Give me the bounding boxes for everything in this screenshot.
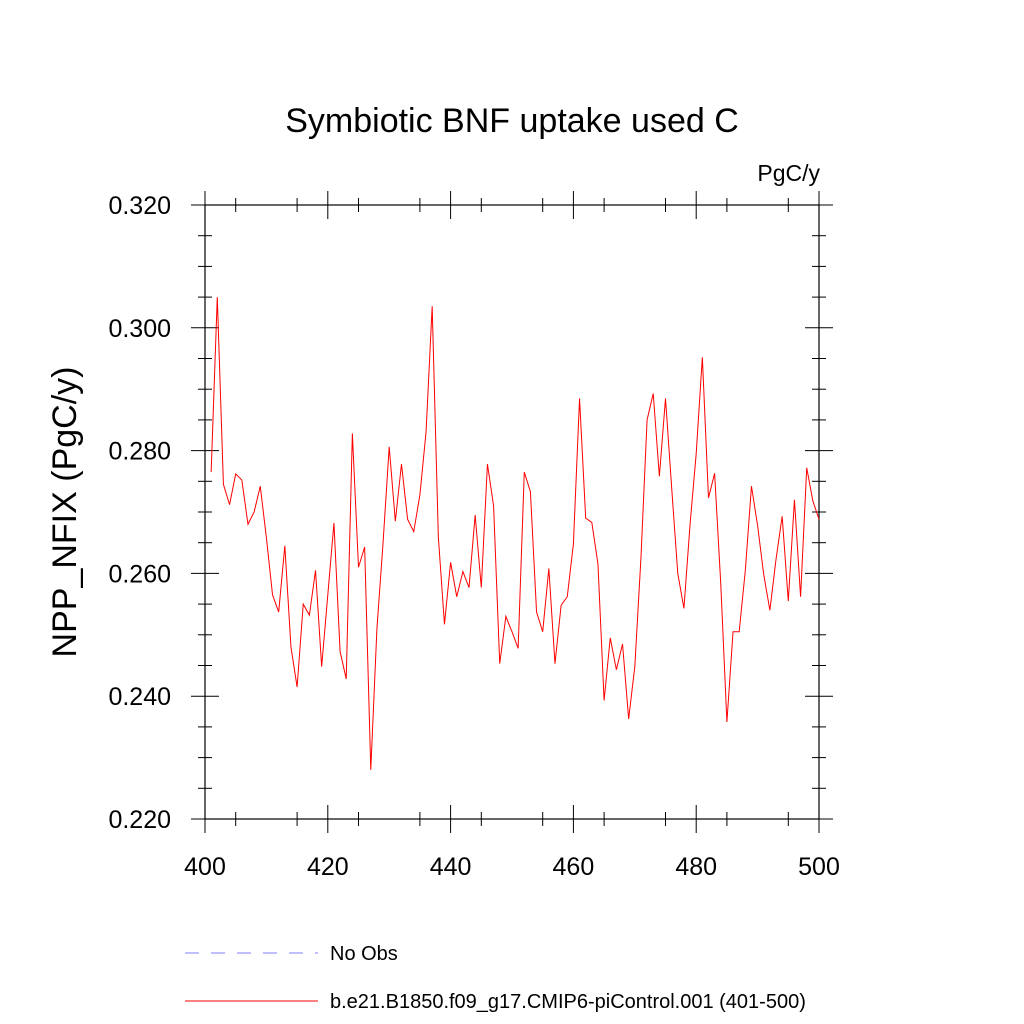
- chart-title: Symbiotic BNF uptake used C: [285, 102, 739, 140]
- x-tick-labels: 400 420 440 460 480 500: [184, 853, 840, 881]
- y-tick-label: 0.300: [108, 315, 171, 343]
- y-tick-label: 0.260: [108, 560, 171, 588]
- x-tick-label: 460: [553, 853, 595, 881]
- y-tick-label: 0.280: [108, 438, 171, 466]
- x-tick-label: 400: [184, 853, 226, 881]
- x-tick-label: 480: [675, 853, 717, 881]
- x-tick-label: 500: [798, 853, 840, 881]
- y-axis-label: NPP_NFIX (PgC/y): [46, 367, 84, 658]
- y-tick-label: 0.320: [108, 192, 171, 220]
- plot-frame: [204, 204, 820, 820]
- series-line: [210, 297, 820, 770]
- legend: No Obs b.e21.B1850.f09_g17.CMIP6-piContr…: [185, 943, 806, 1013]
- x-tick-label: 420: [307, 853, 349, 881]
- axis-ticks: [191, 191, 833, 833]
- units-label: PgC/y: [757, 160, 820, 186]
- legend-label-control-run: b.e21.B1850.f09_g17.CMIP6-piControl.001 …: [330, 991, 806, 1013]
- y-tick-label: 0.220: [108, 806, 171, 834]
- y-tick-labels: 0.220 0.240 0.260 0.280 0.300 0.320: [108, 192, 171, 834]
- legend-label-no-obs: No Obs: [330, 943, 398, 965]
- x-tick-label: 440: [430, 853, 472, 881]
- y-tick-label: 0.240: [108, 683, 171, 711]
